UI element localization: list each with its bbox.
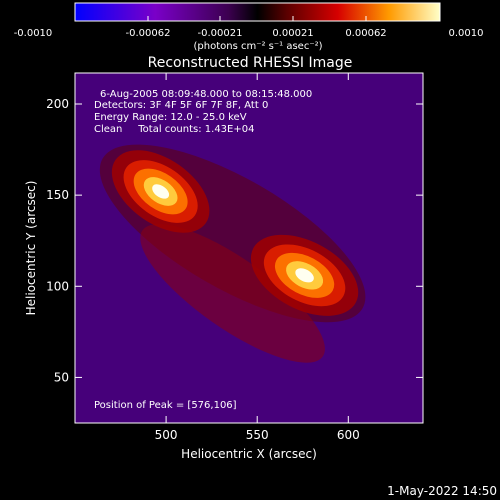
y-tick-label: 50 (54, 370, 69, 384)
annotation-detectors: Detectors: 3F 4F 5F 6F 7F 8F, Att 0 (94, 100, 268, 111)
annotation-energy-range: Energy Range: 12.0 - 25.0 keV (94, 112, 247, 123)
colorbar-units: (photons cm⁻² s⁻¹ asec⁻²) (193, 41, 322, 52)
annotation-clean-counts: Clean Total counts: 1.43E+04 (94, 124, 254, 135)
y-tick-label: 150 (46, 188, 69, 202)
colorbar-tick-label: -0.00021 (198, 28, 243, 39)
colorbar-ticks (147, 16, 367, 21)
chart-title: Reconstructed RHESSI Image (148, 55, 353, 71)
colorbar-tick-label: 0.00021 (272, 28, 313, 39)
axis-ticks (75, 73, 423, 423)
source-blob (152, 184, 170, 199)
x-tick-label: 500 (155, 428, 178, 442)
plot-frame (74, 72, 424, 424)
y-axis-label: Heliocentric Y (arcsec) (24, 181, 38, 316)
source-blob (295, 268, 314, 283)
y-tick-label: 200 (46, 97, 69, 111)
peak-position-label: Position of Peak = [576,106] (94, 400, 237, 411)
colorbar (74, 2, 441, 22)
timestamp: 1-May-2022 14:50 (387, 484, 497, 498)
annotation-time-range: 6-Aug-2005 08:09:48.000 to 08:15:48.000 (100, 89, 312, 100)
heatmap-image (75, 73, 423, 423)
colorbar-tick-label: 0.0010 (449, 28, 484, 39)
colorbar-tick-label: -0.0010 (14, 28, 53, 39)
colorbar-tick-label: 0.00062 (345, 28, 386, 39)
colorbar-tick-label: -0.00062 (126, 28, 171, 39)
x-axis-label: Heliocentric X (arcsec) (181, 447, 317, 461)
x-tick-label: 600 (337, 428, 360, 442)
y-tick-label: 100 (46, 279, 69, 293)
x-tick-label: 550 (246, 428, 269, 442)
